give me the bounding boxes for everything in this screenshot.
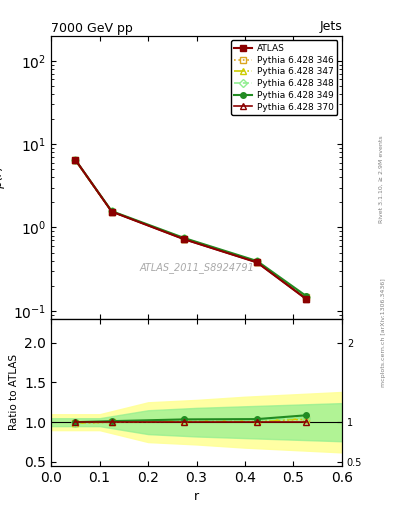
Pythia 6.428 348 (109, 208, 114, 215)
ATLAS (255, 260, 259, 266)
Text: 7000 GeV pp: 7000 GeV pp (51, 22, 133, 35)
Pythia 6.428 346 (182, 236, 187, 242)
Pythia 6.428 370 (255, 260, 259, 266)
Pythia 6.428 349 (303, 292, 308, 298)
ATLAS (109, 208, 114, 215)
Pythia 6.428 348 (303, 293, 308, 300)
Y-axis label: $\rho(r)$: $\rho(r)$ (0, 165, 7, 189)
Pythia 6.428 370 (73, 157, 78, 163)
Pythia 6.428 347 (255, 259, 259, 265)
Pythia 6.428 349 (255, 258, 259, 264)
Line: Pythia 6.428 348: Pythia 6.428 348 (73, 157, 309, 300)
Line: ATLAS: ATLAS (72, 156, 309, 302)
Pythia 6.428 349 (109, 208, 114, 214)
Pythia 6.428 349 (182, 235, 187, 241)
Pythia 6.428 349 (73, 157, 78, 163)
Pythia 6.428 347 (303, 294, 308, 300)
Pythia 6.428 348 (182, 236, 187, 242)
Legend: ATLAS, Pythia 6.428 346, Pythia 6.428 347, Pythia 6.428 348, Pythia 6.428 349, P: ATLAS, Pythia 6.428 346, Pythia 6.428 34… (231, 40, 338, 115)
Text: Jets: Jets (319, 20, 342, 33)
Text: ATLAS_2011_S8924791: ATLAS_2011_S8924791 (139, 263, 254, 273)
Text: mcplots.cern.ch [arXiv:1306.3436]: mcplots.cern.ch [arXiv:1306.3436] (381, 279, 386, 387)
Line: Pythia 6.428 346: Pythia 6.428 346 (73, 158, 309, 300)
Line: Pythia 6.428 347: Pythia 6.428 347 (73, 158, 309, 300)
Y-axis label: Ratio to ATLAS: Ratio to ATLAS (9, 354, 19, 431)
ATLAS (73, 157, 78, 163)
Text: Rivet 3.1.10, ≥ 2.9M events: Rivet 3.1.10, ≥ 2.9M events (379, 135, 384, 223)
Pythia 6.428 348 (73, 157, 78, 163)
Line: Pythia 6.428 370: Pythia 6.428 370 (73, 157, 309, 302)
Pythia 6.428 370 (303, 295, 308, 302)
Pythia 6.428 346 (73, 157, 78, 163)
Pythia 6.428 347 (109, 208, 114, 215)
ATLAS (303, 295, 308, 302)
Pythia 6.428 346 (255, 259, 259, 265)
Pythia 6.428 346 (109, 208, 114, 215)
Pythia 6.428 348 (255, 259, 259, 265)
Pythia 6.428 347 (182, 236, 187, 242)
Pythia 6.428 346 (303, 294, 308, 301)
Pythia 6.428 347 (73, 157, 78, 163)
X-axis label: r: r (194, 490, 199, 503)
Pythia 6.428 370 (109, 208, 114, 215)
Line: Pythia 6.428 349: Pythia 6.428 349 (73, 157, 309, 298)
ATLAS (182, 236, 187, 242)
Pythia 6.428 370 (182, 236, 187, 242)
